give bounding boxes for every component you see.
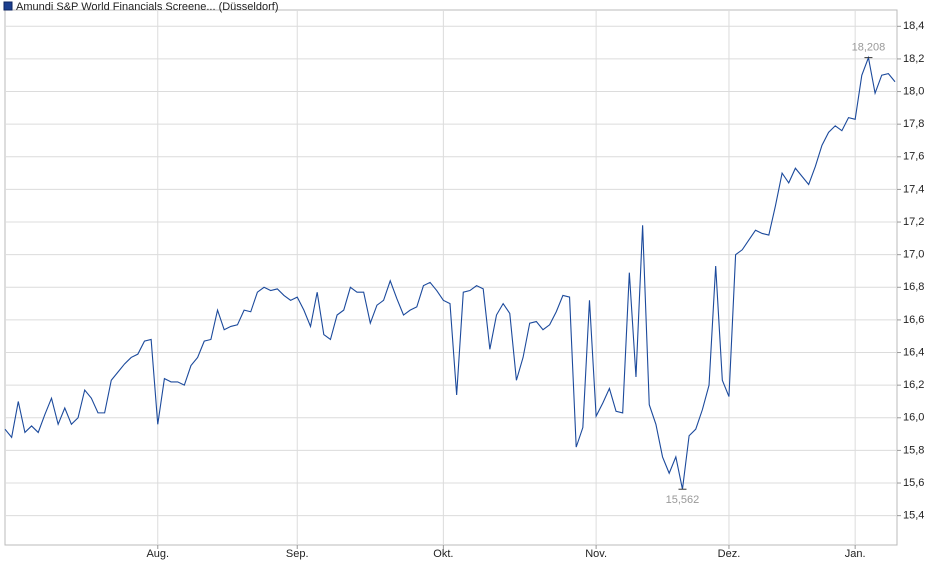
y-tick-label: 16,8	[903, 281, 924, 293]
y-tick-label: 16,0	[903, 412, 924, 424]
price-line	[4, 55, 896, 490]
y-tick-label: 15,8	[903, 444, 924, 456]
x-tick-label: Nov.	[585, 548, 607, 560]
y-tick-label: 18,2	[903, 53, 924, 65]
x-tick-label: Okt.	[433, 548, 453, 560]
x-tick-label: Sep.	[286, 548, 309, 560]
y-tick-label: 16,6	[903, 314, 924, 326]
legend-swatch	[3, 1, 13, 11]
y-tick-label: 15,4	[903, 510, 924, 522]
y-tick-label: 17,2	[903, 216, 924, 228]
y-tick-label: 18,4	[903, 20, 924, 32]
y-tick-label: 16,2	[903, 379, 924, 391]
y-tick-label: 15,6	[903, 477, 924, 489]
x-tick-label: Jan.	[845, 548, 866, 560]
y-tick-label: 17,6	[903, 151, 924, 163]
extreme-label: 18,208	[852, 42, 886, 54]
y-tick-label: 17,0	[903, 249, 924, 261]
legend-label: Amundi S&P World Financials Screene... (…	[16, 1, 278, 13]
y-tick-label: 16,4	[903, 346, 924, 358]
y-tick-label: 17,4	[903, 183, 924, 195]
extreme-label: 15,562	[666, 494, 700, 506]
y-tick-label: 18,0	[903, 85, 924, 97]
x-tick-label: Aug.	[146, 548, 169, 560]
x-tick-label: Dez.	[718, 548, 741, 560]
y-tick-label: 17,8	[903, 118, 924, 130]
plot-frame	[4, 9, 898, 546]
